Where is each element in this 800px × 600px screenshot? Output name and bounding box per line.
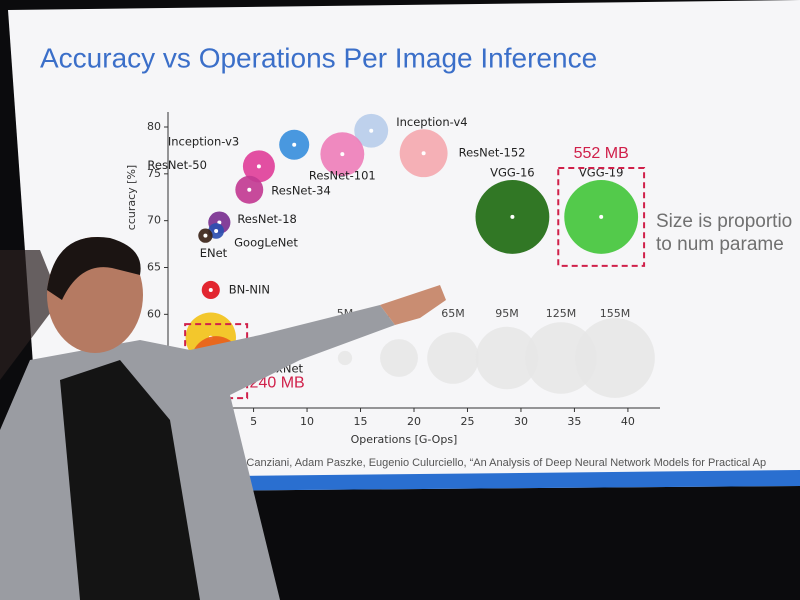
x-axis-label: Operations [G-Ops] [351,433,458,446]
bubble-center [292,142,297,147]
bubble-label: ResNet-101 [309,169,376,183]
x-tick-label: 10 [300,415,314,428]
x-tick-label: 5 [250,415,257,428]
size-legend-bubble [475,326,539,390]
citation: ado Canziani, Adam Paszke, Eugenio Culur… [225,457,766,469]
size-legend-label: 95M [495,307,519,320]
bubble-center [599,214,604,219]
y-tick-label: 65 [147,261,161,274]
size-legend-bubble [427,332,479,384]
bubble-center [256,164,261,169]
bubble-center [369,128,374,133]
x-tick-label: 30 [514,415,528,428]
bubble-label: VGG-16 [490,165,534,179]
y-tick-label: 80 [147,120,161,133]
bubble-label: ResNet-50 [147,158,207,172]
bubble-center [214,228,219,233]
size-legend-bubble [337,350,353,366]
shadow [0,250,60,380]
x-tick-label: 20 [407,415,421,428]
x-tick-label: 15 [354,415,368,428]
bubble-label: ENet [200,246,228,260]
bubble-center [247,187,252,192]
annotation-box [557,167,646,267]
size-legend-label: 125M [546,307,577,320]
hand [380,285,446,325]
bubble-label: Inception-v4 [396,115,467,129]
bubble-center [340,152,345,157]
y-axis-label: ccuracy [%] [125,165,138,230]
size-legend-bubble [380,339,418,377]
annotation-text: 240 MB [250,374,305,391]
bubble-label: ResNet-18 [237,212,297,226]
bubble-center [203,233,208,238]
size-legend-bubble [525,322,597,394]
slide-title: Accuracy vs Operations Per Image Inferen… [40,42,597,73]
y-tick-label: 75 [147,167,161,180]
bubble-center [510,214,515,219]
hair [47,237,141,300]
shirt [60,360,200,600]
bubble-label: BN-NIN [229,282,270,296]
x-tick-label: 25 [460,415,474,428]
presenter [0,237,446,600]
bubble-center [421,151,426,156]
size-legend-bubble [575,318,655,398]
x-tick-label: 35 [567,415,581,428]
y-tick-label: 70 [147,214,161,227]
bubble-label: GoogLeNet [234,235,298,249]
bubble-label: ResNet-34 [271,183,331,197]
size-legend-label: 155M [600,307,631,320]
size-note: Size is proportio [656,211,792,232]
x-tick-label: 40 [621,415,635,428]
size-note: to num parame [656,234,784,255]
annotation-text: 552 MB [574,145,629,162]
bubble-label: ResNet-152 [459,146,526,160]
y-tick-label: 60 [147,307,161,320]
bubble-center [208,287,213,292]
bubble-label: Inception-v3 [168,134,239,148]
size-legend-label: 65M [441,307,465,320]
